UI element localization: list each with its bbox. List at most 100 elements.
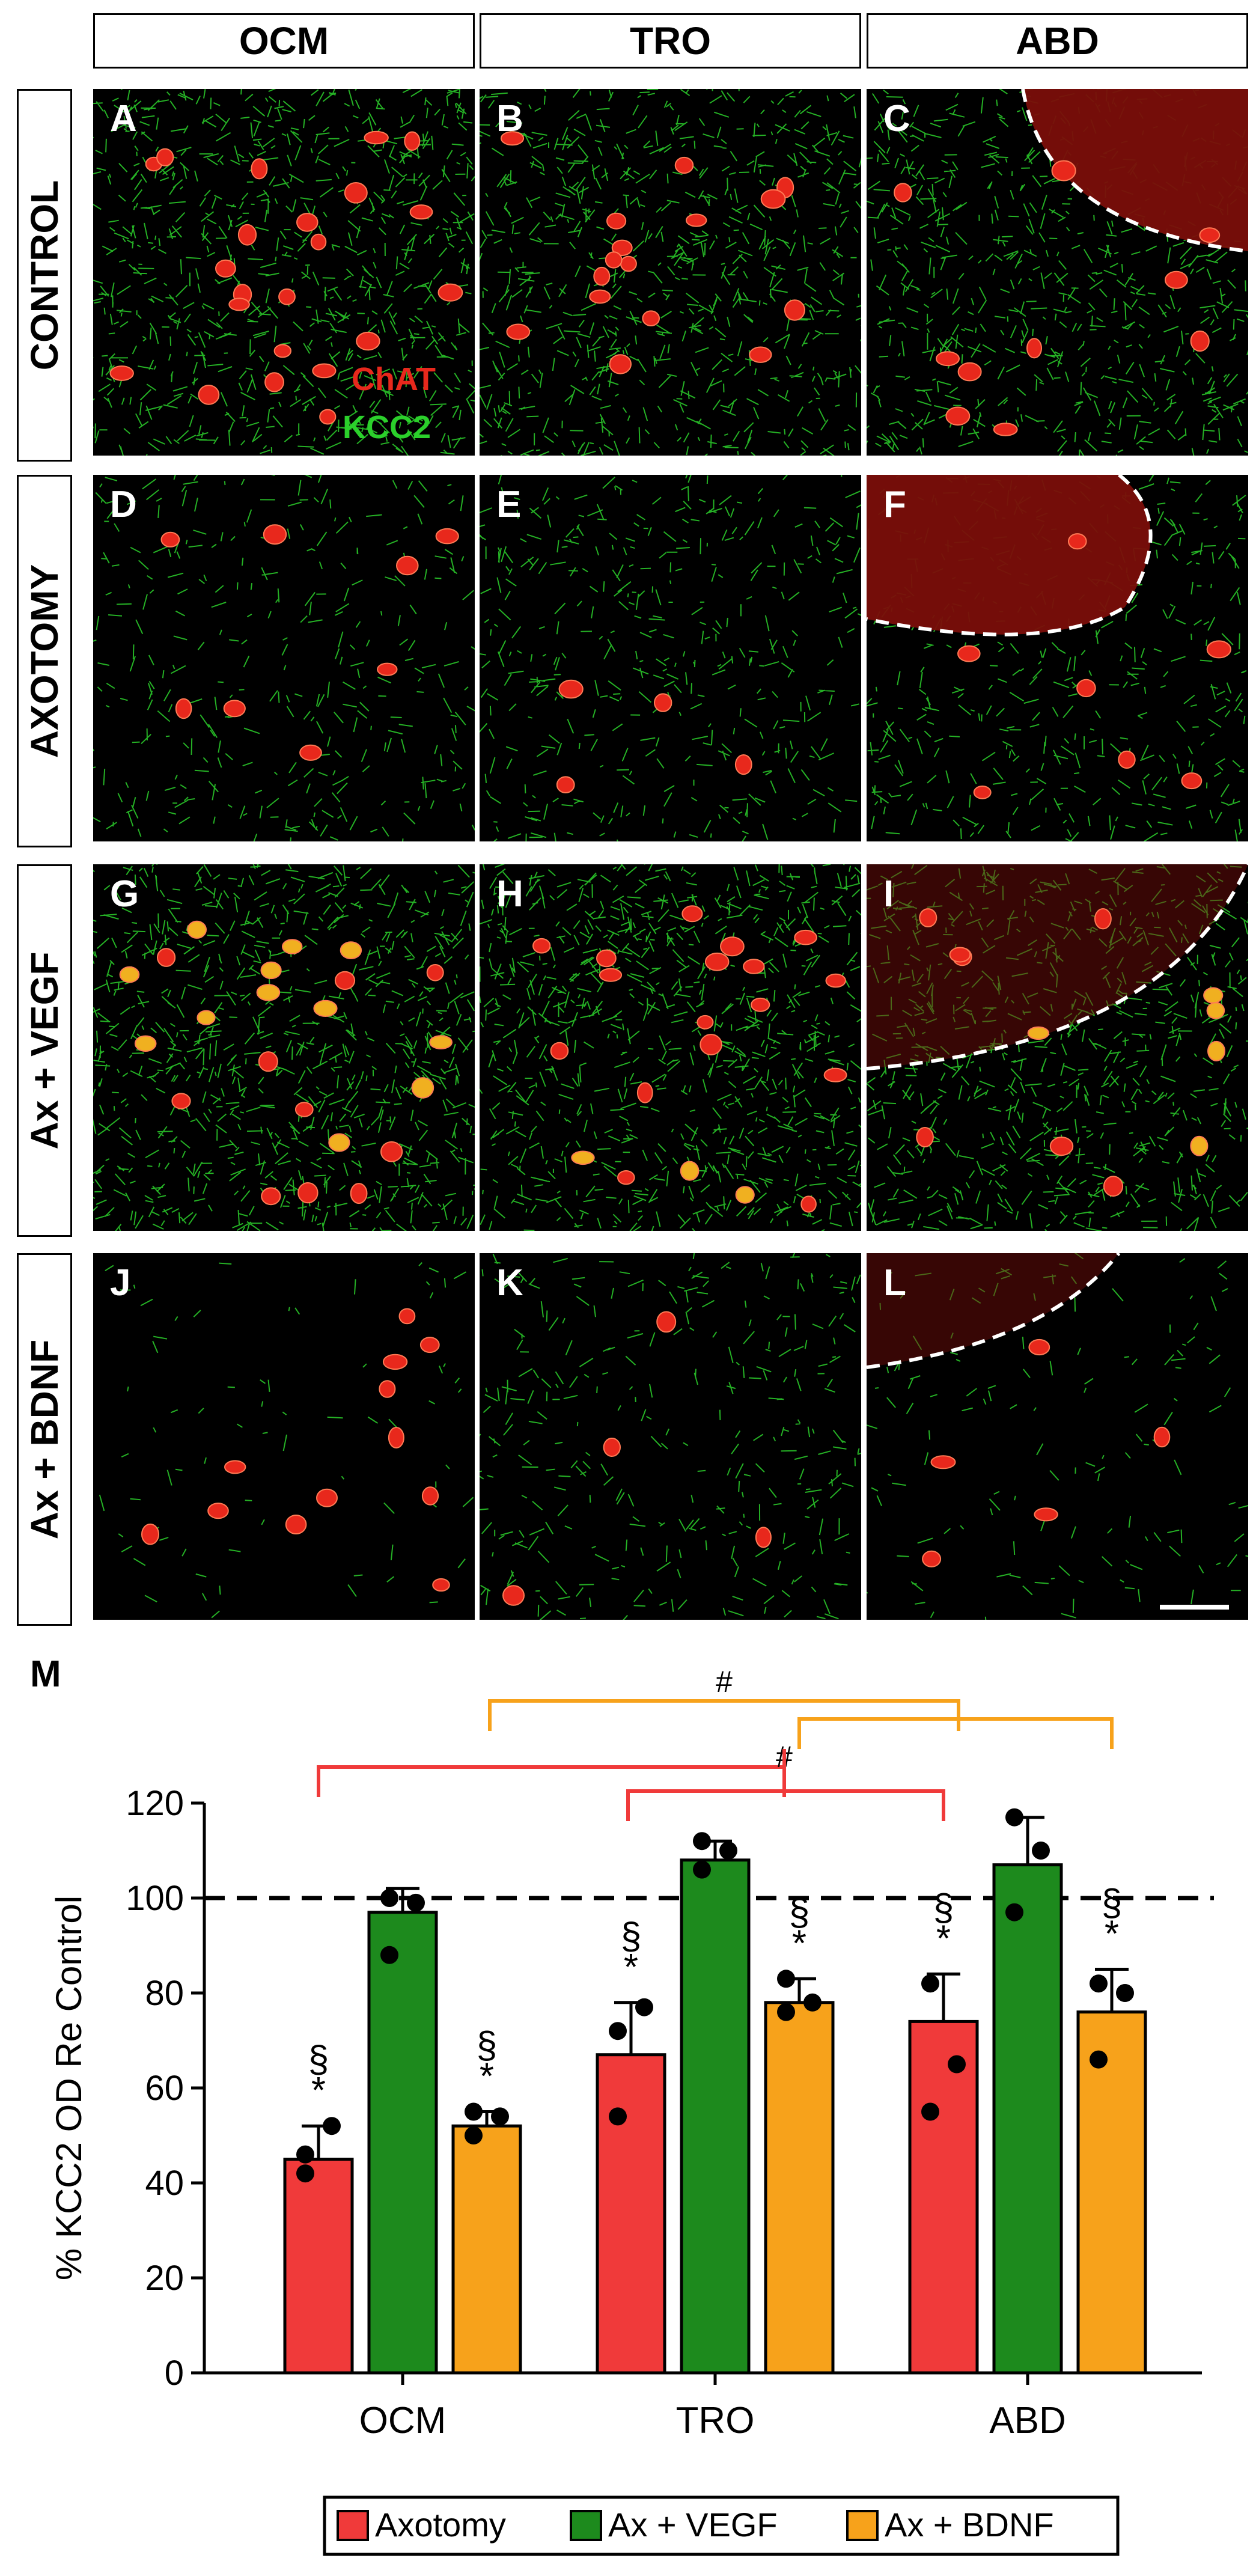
micrograph-panel-e: E bbox=[480, 475, 861, 841]
motoneuron-cell bbox=[642, 310, 660, 327]
kcc2-fibers bbox=[93, 864, 475, 1231]
motoneuron-cell bbox=[119, 966, 140, 983]
motoneuron-cell bbox=[1076, 679, 1096, 698]
motoneuron-cell bbox=[261, 1187, 281, 1206]
data-point bbox=[635, 1998, 653, 2016]
data-point bbox=[948, 2055, 966, 2074]
motoneuron-cell bbox=[973, 786, 992, 799]
motoneuron-cell bbox=[550, 1042, 569, 1060]
motoneuron-cell bbox=[437, 283, 463, 302]
motoneuron-cell bbox=[340, 941, 362, 960]
micrograph-panel-i: I bbox=[867, 864, 1248, 1231]
motoneuron-cell bbox=[435, 528, 459, 545]
nerve-boundary-line bbox=[867, 475, 1153, 636]
panel-letter: I bbox=[883, 873, 894, 915]
motoneuron-cell bbox=[617, 1170, 635, 1185]
motoneuron-cell bbox=[506, 323, 531, 340]
motoneuron-cell bbox=[654, 693, 672, 712]
motoneuron-cell bbox=[571, 1150, 595, 1165]
motoneuron-cell bbox=[258, 1051, 278, 1072]
nerve-root-region bbox=[867, 1253, 1119, 1367]
panel-letter: K bbox=[496, 1262, 523, 1304]
motoneuron-cell bbox=[751, 997, 770, 1012]
motoneuron-cell bbox=[686, 213, 707, 227]
motoneuron-cell bbox=[224, 1460, 246, 1474]
data-point bbox=[719, 1842, 737, 1860]
motoneuron-cell bbox=[1094, 908, 1112, 930]
motoneuron-cell bbox=[256, 984, 281, 1001]
data-point bbox=[693, 1860, 711, 1879]
panel-letter: E bbox=[496, 484, 522, 525]
kcc2-bar-chart: 0 20 40 60 80 100 120 % KCC2 OD Re Control OCM TR… bbox=[49, 1665, 1214, 2556]
motoneuron-cell bbox=[681, 905, 703, 923]
motoneuron-cell bbox=[328, 1133, 350, 1152]
kcc2-fibers bbox=[480, 89, 861, 456]
significance-bracket bbox=[797, 1717, 1114, 1749]
motoneuron-cell bbox=[429, 1035, 453, 1050]
micrograph-image bbox=[867, 1253, 1248, 1620]
motoneuron-cell bbox=[1181, 772, 1203, 790]
micrograph-image bbox=[867, 475, 1247, 841]
micrograph-panel-b: B bbox=[480, 89, 861, 456]
kcc2-fibers bbox=[867, 864, 1248, 1231]
panel-letter: G bbox=[110, 873, 139, 915]
motoneuron-cell bbox=[207, 1503, 229, 1519]
motoneuron-cell bbox=[502, 1585, 525, 1606]
motoneuron-cell bbox=[743, 959, 765, 974]
micrograph-image bbox=[480, 475, 861, 841]
data-point bbox=[1116, 1984, 1134, 2002]
row-header-vegf: Ax + VEGF bbox=[17, 864, 72, 1237]
data-point bbox=[777, 2003, 795, 2021]
chat-label: ChAT bbox=[352, 361, 436, 397]
motoneuron-cell bbox=[1165, 270, 1188, 289]
motoneuron-cell bbox=[599, 968, 623, 982]
micrograph-panel-g: G bbox=[93, 864, 475, 1231]
motoneuron-cell bbox=[603, 1438, 621, 1457]
motoneuron-cell bbox=[945, 406, 971, 426]
significance-section-mark: § bbox=[308, 2039, 329, 2080]
motoneuron-cell bbox=[273, 344, 291, 358]
significance-bracket bbox=[626, 1789, 945, 1821]
micrograph-panel-d: D bbox=[93, 475, 475, 841]
scale-bar bbox=[1160, 1605, 1229, 1610]
nerve-boundary-line bbox=[1021, 89, 1248, 253]
motoneuron-cell bbox=[596, 949, 617, 968]
panel-letter: B bbox=[496, 98, 523, 139]
micrograph-image bbox=[99, 1262, 474, 1619]
y-tick-label: 60 bbox=[145, 2069, 184, 2108]
motoneuron-cell bbox=[794, 929, 817, 945]
motoneuron-cell bbox=[735, 1186, 755, 1204]
bar-ax-vegf bbox=[992, 1863, 1063, 2375]
col-header-ocm: OCM bbox=[93, 13, 475, 69]
motoneuron-cell bbox=[316, 1488, 338, 1507]
motoneuron-cell bbox=[1049, 1137, 1074, 1156]
motoneuron-cell bbox=[426, 964, 444, 981]
motoneuron-cell bbox=[1190, 330, 1210, 352]
legend-label: Ax + BDNF bbox=[885, 2506, 1054, 2544]
motoneuron-cell bbox=[1206, 1002, 1225, 1019]
micrograph-panel-f: F bbox=[867, 475, 1248, 841]
micrograph-image bbox=[93, 89, 475, 456]
motoneuron-cell bbox=[319, 409, 337, 425]
micrograph-panel-k: K bbox=[480, 1253, 861, 1620]
micrograph-panel-c: C bbox=[867, 89, 1248, 456]
data-point bbox=[1005, 1903, 1023, 1921]
motoneuron-cell bbox=[755, 1527, 772, 1548]
motoneuron-cell bbox=[278, 288, 296, 305]
motoneuron-cell bbox=[344, 182, 368, 204]
motoneuron-cell bbox=[1026, 338, 1042, 359]
motoneuron-cell bbox=[949, 947, 971, 963]
motoneuron-cell bbox=[398, 1308, 416, 1325]
kcc2-fibers bbox=[867, 1253, 1248, 1620]
motoneuron-cell bbox=[680, 1161, 700, 1181]
data-point bbox=[777, 1970, 795, 1988]
micrograph-image bbox=[93, 864, 475, 1231]
motoneuron-cell bbox=[993, 423, 1018, 436]
motoneuron-cell bbox=[237, 224, 257, 246]
data-point bbox=[609, 2107, 627, 2126]
motoneuron-cell bbox=[187, 920, 207, 939]
y-tick-label: 80 bbox=[145, 1974, 184, 2013]
motoneuron-cell bbox=[379, 1380, 396, 1398]
micrograph-image bbox=[867, 864, 1248, 1231]
y-tick-label: 20 bbox=[145, 2259, 184, 2298]
